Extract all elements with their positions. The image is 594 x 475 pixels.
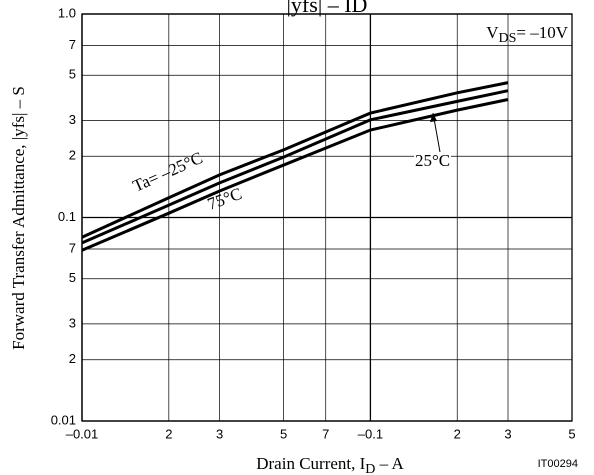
- x-tick-label: 5: [568, 426, 575, 441]
- y-tick-label: 5: [69, 67, 76, 82]
- y-tick-label: 3: [69, 112, 76, 127]
- x-label-text: Drain Current, I: [256, 454, 365, 473]
- y-tick-label: 7: [69, 37, 76, 52]
- y-axis-label: Forward Transfer Admittance, |yfs| – S: [9, 86, 28, 350]
- series-line: [81, 89, 509, 245]
- series-label: 75°C: [205, 184, 245, 214]
- y-tick-label: 2: [69, 351, 76, 366]
- series-label: 25°C: [415, 151, 450, 170]
- y-tick-label: 2: [69, 148, 76, 163]
- x-tick-label: –0.01: [66, 426, 99, 441]
- x-tick-label: –0.1: [358, 426, 383, 441]
- cond-text: V: [486, 23, 499, 42]
- figure-code: IT00294: [538, 458, 578, 470]
- y-tick-label: 3: [69, 315, 76, 330]
- arrow-head: [430, 113, 437, 122]
- chart-title: |yfs| – ID: [287, 0, 368, 17]
- x-tick-label: 3: [216, 426, 223, 441]
- x-tick-label: 3: [504, 426, 511, 441]
- series-line: [81, 98, 509, 252]
- series-label: Ta= –25°C: [130, 148, 206, 196]
- plot-frame: [81, 13, 573, 422]
- cond-subscript: DS: [498, 31, 516, 46]
- y-tick-label: 5: [69, 270, 76, 285]
- x-label-subscript: D: [365, 462, 375, 475]
- x-tick-label: 2: [454, 426, 461, 441]
- y-tick-label: 1.0: [58, 5, 76, 20]
- y-tick-label: 0.01: [51, 412, 76, 427]
- x-tick-label: 5: [280, 426, 287, 441]
- cond-suffix: = –10V: [516, 23, 568, 42]
- condition-note: VDS= –10V: [486, 23, 569, 46]
- x-axis-label: Drain Current, ID – A: [256, 454, 404, 475]
- series-line: [81, 81, 509, 239]
- y-tick-label: 7: [69, 240, 76, 255]
- x-tick-label: 7: [322, 426, 329, 441]
- y-tick-label: 0.1: [58, 209, 76, 224]
- x-tick-label: 2: [165, 426, 172, 441]
- x-label-suffix: – A: [375, 454, 404, 473]
